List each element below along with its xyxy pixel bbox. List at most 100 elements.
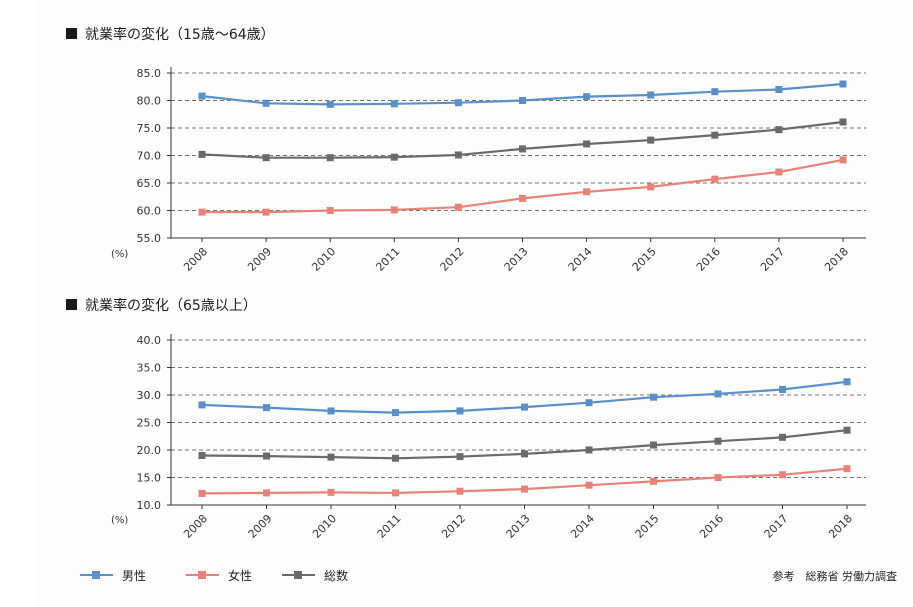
point-total-2009 (263, 452, 270, 460)
x-tick-label: 2014 (566, 245, 595, 274)
chart-15-64: 85.0 80.0 75.0 70.0 65.0 60.0 55.0 (%) 2008 2009 2… (111, 67, 866, 274)
x-tick-label: 2015 (633, 512, 662, 541)
x-tick-label: 2008 (181, 512, 210, 541)
x-tick-label: 2013 (502, 245, 531, 274)
point-total-2009 (262, 154, 270, 162)
point-total-2010 (326, 154, 334, 162)
point-female-2015 (650, 477, 657, 485)
point-male-2015 (650, 393, 657, 401)
x-tick-label: 2011 (373, 245, 402, 274)
point-total-2016 (714, 437, 722, 445)
point-male-2017 (779, 386, 786, 393)
x-tick-label: 2009 (246, 512, 275, 541)
y-tick-label: 80.0 (137, 95, 162, 108)
point-female-2009 (262, 208, 270, 216)
unit-label: (%) (111, 515, 128, 526)
point-male-2016 (711, 88, 719, 96)
point-total-2008 (198, 452, 206, 459)
x-tick-label: 2012 (439, 512, 468, 541)
point-male-2018 (843, 378, 851, 386)
x-tick-label: 2017 (762, 512, 791, 541)
x-tick-label: 2012 (438, 245, 467, 274)
x-tick-label: 2009 (245, 245, 274, 274)
point-female-2013 (519, 194, 526, 202)
point-male-2017 (775, 86, 783, 93)
point-male-2018 (839, 80, 847, 88)
point-female-2018 (843, 465, 851, 473)
point-total-2015 (650, 441, 657, 449)
x-tick-label: 2013 (504, 512, 533, 541)
y-tick-label: 15.0 (137, 472, 162, 485)
point-female-2015 (647, 183, 655, 191)
point-male-2012 (454, 99, 462, 107)
title-marker-1 (66, 28, 77, 39)
point-female-2014 (585, 481, 593, 489)
point-female-2009 (263, 489, 270, 497)
point-total-2012 (456, 453, 464, 461)
legend-marker-total (294, 571, 302, 579)
point-female-2011 (392, 489, 399, 497)
y-tick-label: 85.0 (137, 67, 162, 80)
point-male-2011 (390, 100, 398, 108)
y-tick-label: 65.0 (137, 177, 162, 190)
x-tick-label: 2014 (568, 512, 597, 541)
point-total-2011 (392, 454, 399, 462)
y-tick-label: 70.0 (137, 150, 162, 163)
legend-label-total: 総数 (324, 568, 348, 583)
x-tick-label: 2016 (697, 512, 726, 541)
x-tick-label: 2018 (826, 512, 855, 541)
x-tick-label: 2016 (694, 245, 723, 274)
y-tick-label: 55.0 (137, 232, 162, 245)
chart2-title: 就業率の変化（65歳以上） (85, 297, 257, 314)
point-total-2017 (775, 126, 783, 134)
point-male-2014 (585, 399, 593, 407)
y-tick-label: 25.0 (137, 417, 162, 430)
chart-65-plus: 40.0 35.0 30.0 25.0 20.0 15.0 10.0 (%) 2008 2009 2… (111, 334, 866, 541)
legend: 男性 女性 総数 (80, 568, 348, 583)
point-male-2008 (198, 401, 206, 409)
point-male-2014 (583, 93, 591, 101)
legend-item-male: 男性 (80, 569, 146, 583)
point-female-2012 (456, 487, 464, 495)
point-total-2015 (647, 136, 655, 144)
point-total-2013 (521, 450, 528, 458)
x-tick-label: 2010 (310, 512, 339, 541)
y-tick-label: 30.0 (137, 389, 162, 402)
legend-marker-male (92, 571, 100, 579)
point-total-2011 (390, 153, 398, 161)
point-male-2008 (198, 92, 206, 100)
point-male-2009 (263, 404, 270, 412)
legend-label-male: 男性 (122, 569, 146, 583)
point-female-2017 (779, 471, 786, 479)
point-female-2016 (714, 474, 722, 481)
point-total-2016 (711, 131, 719, 139)
point-male-2011 (392, 409, 399, 417)
point-total-2018 (839, 118, 847, 126)
point-total-2018 (843, 426, 851, 434)
point-female-2008 (198, 208, 206, 216)
x-tick-label: 2017 (758, 245, 787, 274)
point-total-2013 (519, 145, 526, 153)
x-tick-label: 2011 (375, 512, 404, 541)
point-total-2008 (198, 150, 206, 158)
point-total-2010 (327, 453, 335, 461)
point-male-2013 (521, 403, 528, 411)
point-female-2014 (583, 188, 591, 196)
point-female-2010 (327, 488, 335, 496)
point-male-2012 (456, 407, 464, 415)
point-male-2010 (326, 100, 334, 108)
y-tick-label: 10.0 (137, 499, 162, 512)
point-total-2014 (583, 140, 591, 148)
point-male-2009 (262, 99, 270, 107)
point-female-2008 (198, 489, 206, 497)
point-female-2010 (326, 207, 334, 214)
series-line-female (202, 158, 844, 214)
x-tick-label: 2018 (822, 245, 851, 274)
point-female-2017 (775, 168, 783, 176)
point-male-2015 (647, 91, 655, 99)
y-tick-label: 20.0 (137, 444, 162, 457)
point-female-2013 (521, 485, 528, 493)
source-note: 参考 総務省 労働力調査 (773, 569, 898, 583)
y-tick-label: 35.0 (137, 362, 162, 375)
